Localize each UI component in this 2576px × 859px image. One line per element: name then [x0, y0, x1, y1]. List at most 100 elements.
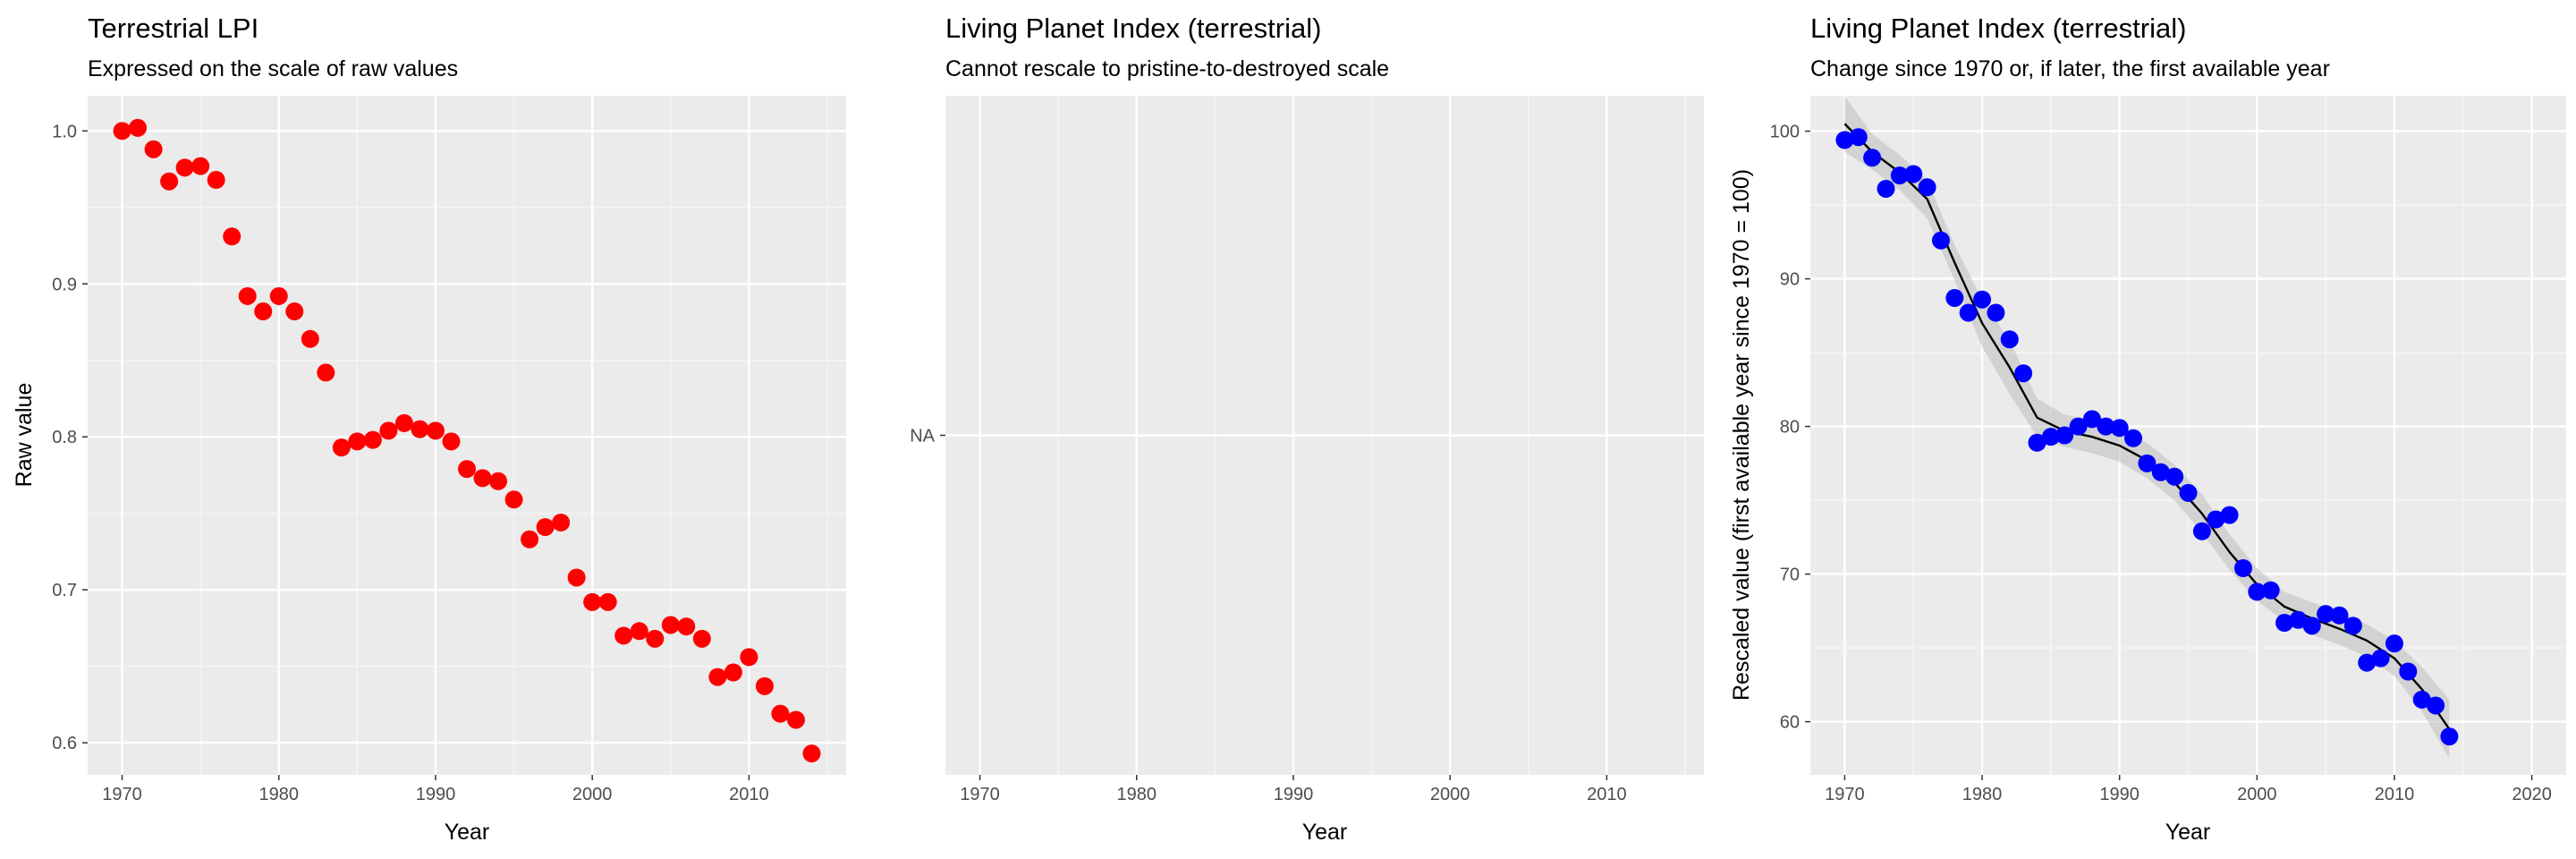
x-tick-label: 1990	[1274, 785, 1314, 804]
panel-1-subtitle: Expressed on the scale of raw values	[88, 56, 458, 81]
data-point	[2179, 483, 2198, 502]
panel-2-title: Living Planet Index (terrestrial)	[945, 13, 1321, 44]
data-point	[2302, 617, 2321, 635]
x-tick-label: 2010	[1587, 785, 1627, 804]
data-point	[692, 629, 711, 648]
confidence-band	[1844, 96, 2450, 759]
data-point	[458, 460, 476, 479]
data-point	[2358, 653, 2377, 672]
data-point	[598, 592, 617, 611]
data-point	[786, 710, 805, 729]
data-point	[489, 472, 508, 490]
x-tick-label: 2000	[2237, 785, 2277, 804]
data-point	[504, 490, 523, 509]
data-point	[552, 513, 571, 532]
x-tick-label: 1970	[102, 785, 142, 804]
data-point	[2317, 605, 2335, 624]
data-point	[2248, 583, 2267, 601]
panel-3-x-axis-title: Year	[2165, 820, 2211, 845]
y-tick-label: 80	[1780, 418, 1800, 438]
data-point	[2207, 510, 2225, 529]
x-tick-label: 1980	[1962, 785, 2003, 804]
data-point	[301, 329, 319, 348]
data-point	[113, 122, 131, 140]
data-point	[1973, 290, 1992, 309]
panel-3-title: Living Planet Index (terrestrial)	[1810, 13, 2186, 44]
panel-3-points	[1835, 128, 2459, 746]
data-point	[1945, 289, 1964, 308]
x-tick-label: 2010	[2375, 785, 2415, 804]
data-point	[740, 648, 758, 667]
data-point	[411, 420, 429, 438]
data-point	[223, 227, 242, 246]
data-point	[567, 568, 586, 587]
data-point	[2138, 454, 2157, 472]
data-point	[677, 617, 696, 636]
data-point	[2069, 417, 2088, 436]
data-point	[536, 518, 555, 537]
x-tick-label: 1990	[2099, 785, 2140, 804]
data-point	[2028, 433, 2046, 452]
data-point	[129, 118, 148, 137]
data-point	[175, 158, 194, 177]
data-point	[521, 530, 539, 549]
data-point	[2097, 417, 2115, 436]
panel-1-x-axis-title: Year	[445, 820, 490, 845]
data-point	[2082, 410, 2101, 429]
data-point	[2261, 581, 2280, 600]
panel-3: Living Planet Index (terrestrial) Change…	[1729, 13, 2566, 845]
panel-1: Terrestrial LPI Expressed on the scale o…	[12, 13, 846, 845]
data-point	[1863, 149, 1882, 167]
panel-3-ticks: 1970 1980 1990 2000 2010 2020 60 70 80 90 100	[1770, 123, 2552, 804]
x-tick-label: 1970	[960, 785, 1000, 804]
data-point	[2041, 428, 2060, 447]
data-point	[332, 438, 351, 457]
data-point	[2192, 522, 2211, 540]
data-point	[2275, 614, 2294, 633]
y-tick-label: 100	[1770, 123, 1800, 142]
data-point	[426, 421, 445, 440]
x-tick-label: 1980	[1117, 785, 1157, 804]
data-point	[2343, 617, 2362, 635]
data-point	[363, 430, 382, 449]
x-tick-label: 2000	[1430, 785, 1470, 804]
panel-3-subtitle: Change since 1970 or, if later, the firs…	[1810, 56, 2330, 81]
data-point	[1904, 165, 1923, 183]
data-point	[144, 140, 163, 158]
panel-2-ticks: 1970 1980 1990 2000 2010 NA	[910, 427, 1626, 805]
panel-1-points	[113, 118, 821, 763]
data-point	[2233, 559, 2252, 577]
panel-3-confidence-band	[1844, 96, 2450, 759]
data-point	[1987, 303, 2005, 322]
data-point	[2000, 330, 2019, 349]
data-point	[2055, 426, 2074, 445]
panel-1-title: Terrestrial LPI	[88, 13, 258, 44]
data-point	[614, 626, 633, 645]
y-tick-label: 60	[1780, 713, 1800, 733]
y-tick-label: 0.7	[52, 581, 77, 600]
data-point	[238, 286, 257, 305]
data-point	[2440, 727, 2459, 746]
panel-2-grid	[945, 96, 1704, 775]
panel-3-y-axis-title: Rescaled value (first available year sin…	[1729, 169, 1754, 701]
x-tick-label: 2000	[572, 785, 613, 804]
data-point	[269, 286, 288, 305]
data-point	[2371, 649, 2390, 668]
data-point	[802, 744, 821, 763]
data-point	[630, 622, 648, 641]
data-point	[583, 592, 602, 611]
x-tick-label: 1970	[1825, 785, 1865, 804]
data-point	[2330, 606, 2349, 625]
data-point	[1890, 166, 1909, 185]
data-point	[207, 171, 225, 190]
data-point	[285, 302, 304, 321]
x-tick-label: 2020	[2512, 785, 2552, 804]
x-tick-label: 1980	[259, 785, 300, 804]
panel-1-y-axis-title: Raw value	[12, 383, 37, 488]
data-point	[2412, 690, 2431, 709]
data-point	[755, 676, 774, 695]
y-tick-label: 0.8	[52, 428, 77, 447]
data-point	[771, 704, 790, 723]
data-point	[2399, 662, 2418, 681]
